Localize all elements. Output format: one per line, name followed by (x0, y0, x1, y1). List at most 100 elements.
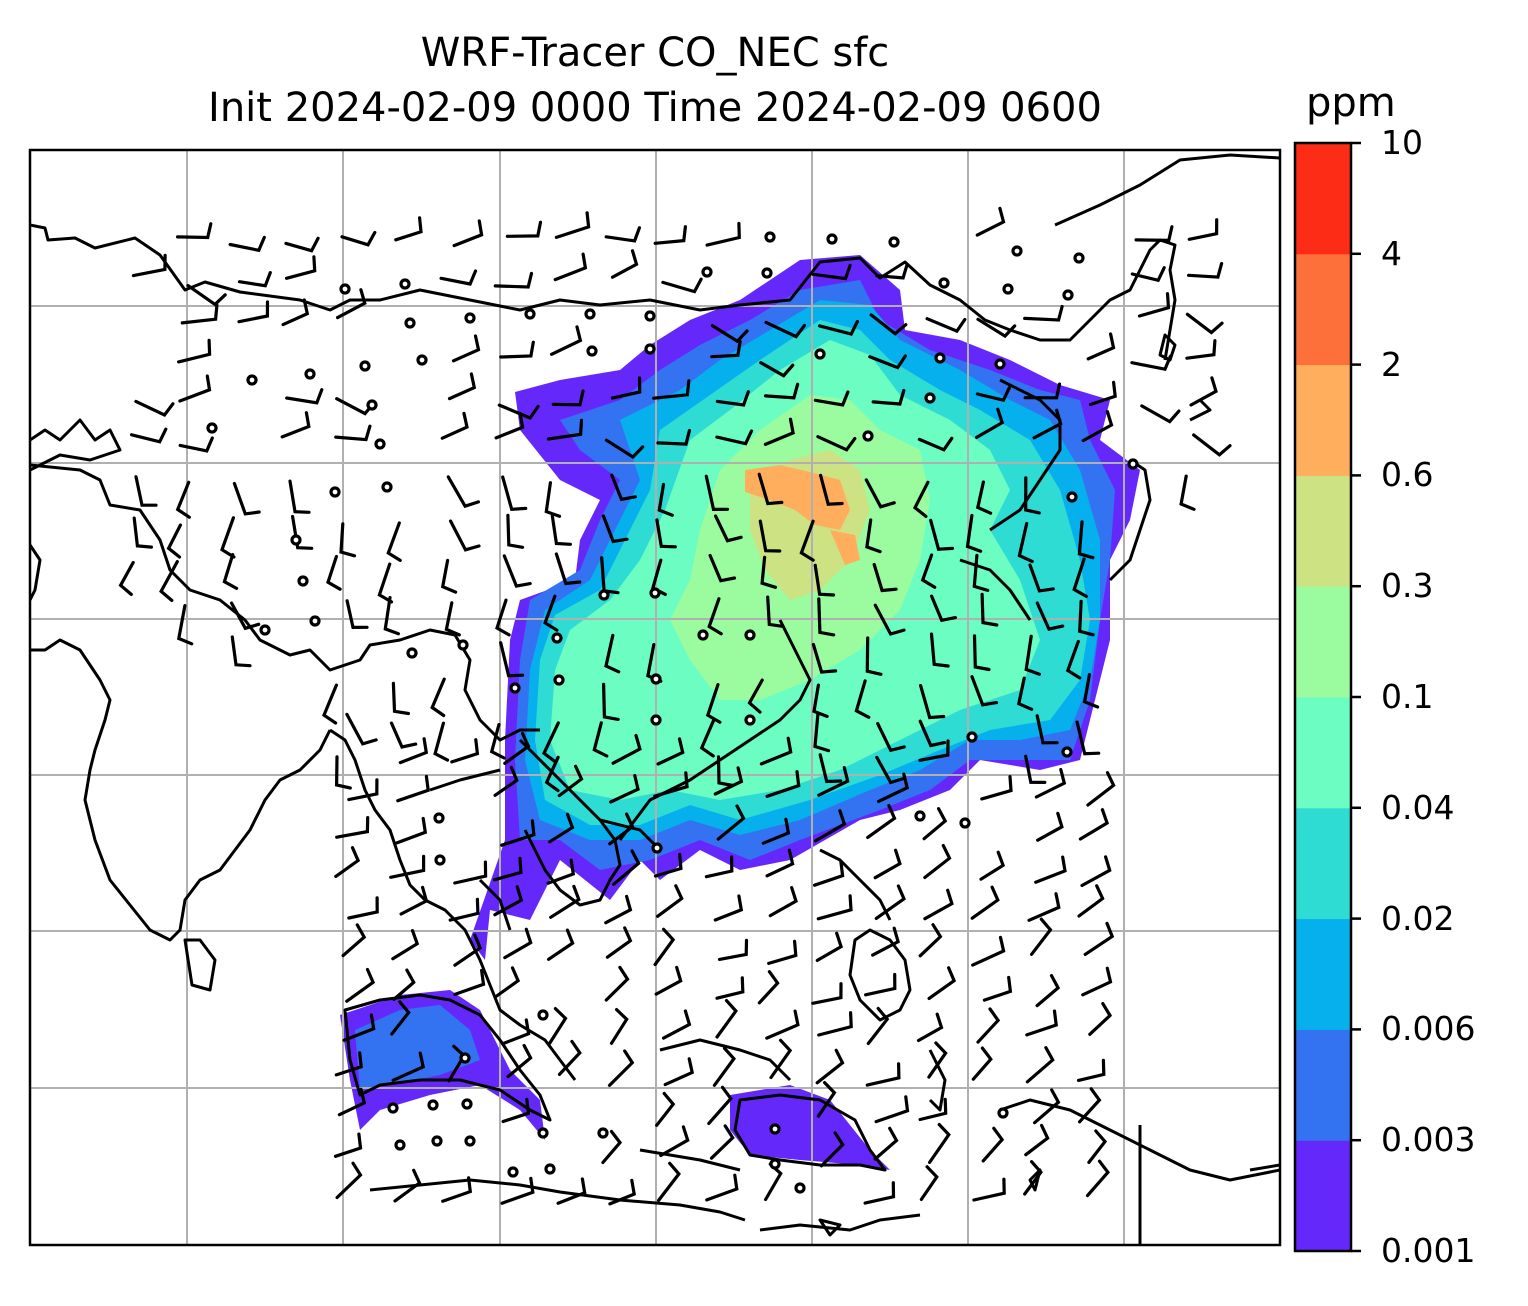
wind-barb (865, 1062, 901, 1087)
colorbar-segment (1295, 1029, 1351, 1141)
wind-barb (759, 361, 795, 378)
wind-barb (341, 923, 367, 958)
calm-marker (862, 430, 874, 442)
wind-barb (980, 775, 1013, 801)
wind-barb (767, 939, 798, 965)
calm-marker (339, 283, 351, 295)
wind-barb (1083, 921, 1115, 956)
wind-barb (608, 1178, 636, 1206)
wind-barb (763, 382, 800, 400)
wind-barb (763, 417, 795, 446)
wind-barb (764, 320, 807, 339)
colorbar-tick-label: 0.3 (1381, 566, 1434, 606)
wind-barb (604, 965, 630, 1002)
wind-barb (927, 966, 957, 1000)
wind-barb (1179, 474, 1196, 511)
wind-barb (130, 427, 168, 444)
wind-barb (971, 1046, 993, 1081)
wind-barb (815, 931, 844, 962)
wind-barb (866, 803, 897, 839)
wind-barb (653, 771, 689, 798)
wind-barb (975, 386, 1011, 403)
calm-marker (934, 352, 946, 364)
wind-barb (389, 854, 426, 879)
wind-barb (288, 479, 311, 514)
wind-barb (176, 222, 213, 240)
wind-barb (1134, 225, 1174, 243)
wind-barb (661, 277, 703, 294)
calm-marker (1066, 491, 1078, 503)
calm-marker (644, 310, 656, 322)
wind-barb (1034, 855, 1067, 884)
wind-barb (1024, 754, 1047, 784)
wind-barb (347, 896, 379, 920)
calm-marker (366, 399, 378, 411)
wind-barb (704, 855, 734, 879)
colorbar-tick-label: 4 (1381, 233, 1402, 273)
wind-barb (453, 968, 486, 996)
wind-barb (655, 518, 677, 549)
wind-barb (920, 553, 937, 589)
wind-barb (873, 848, 902, 880)
wind-barb (708, 553, 737, 583)
wind-barb (592, 721, 609, 758)
wind-barb (1023, 304, 1064, 322)
calm-marker (394, 1139, 406, 1151)
wind-barb (118, 560, 135, 596)
wind-barb (389, 721, 418, 749)
wind-barb (663, 1057, 695, 1087)
wind-barb (814, 809, 847, 843)
wind-barb (1192, 433, 1232, 457)
calm-marker (1002, 283, 1014, 295)
wind-barb (336, 288, 367, 320)
wind-barb (601, 1129, 623, 1165)
wind-barb (917, 436, 954, 452)
wind-barb (176, 604, 194, 646)
wind-barb (864, 972, 897, 997)
wind-barb (132, 516, 153, 549)
wind-barb (1081, 410, 1114, 443)
wind-barb (972, 553, 990, 592)
wind-barb (494, 966, 521, 999)
colorbar (1295, 141, 1361, 1253)
wind-barb (923, 888, 954, 921)
wind-barb (757, 970, 780, 1005)
calm-marker (464, 312, 476, 324)
wind-barb (873, 603, 906, 636)
wind-barb (765, 770, 801, 798)
wind-barb (602, 682, 620, 721)
wind-barb (448, 897, 480, 922)
wind-barb (399, 885, 429, 916)
calm-marker (769, 1158, 781, 1170)
calm-marker (966, 731, 978, 743)
wind-barb (453, 860, 488, 885)
wind-barb (1033, 1088, 1061, 1125)
wind-barb (1032, 408, 1063, 440)
wind-barb (237, 271, 272, 288)
wind-barbs (118, 206, 1232, 1206)
wind-barb (284, 255, 317, 280)
wind-barb (707, 1085, 733, 1125)
calm-marker (431, 1135, 443, 1147)
wind-barb (334, 1051, 363, 1077)
calm-marker (924, 392, 936, 404)
colorbar-segment (1295, 253, 1351, 366)
wind-barb (345, 967, 376, 1003)
wind-barb (918, 923, 943, 958)
calm-marker (761, 267, 773, 279)
wind-barb (1065, 639, 1082, 680)
wind-barb (506, 513, 525, 549)
wind-barb (440, 558, 458, 594)
calm-marker (651, 842, 663, 854)
wind-barb (186, 284, 227, 307)
wind-barb (854, 679, 871, 719)
wind-barb (291, 514, 314, 550)
wind-barb (656, 429, 691, 446)
calm-marker (888, 236, 900, 248)
wind-barb (760, 555, 778, 589)
wind-barb (612, 849, 641, 886)
wind-barb (975, 407, 1005, 439)
wind-barb (1017, 521, 1034, 563)
wind-barb (377, 562, 394, 604)
wind-barb (398, 737, 429, 765)
